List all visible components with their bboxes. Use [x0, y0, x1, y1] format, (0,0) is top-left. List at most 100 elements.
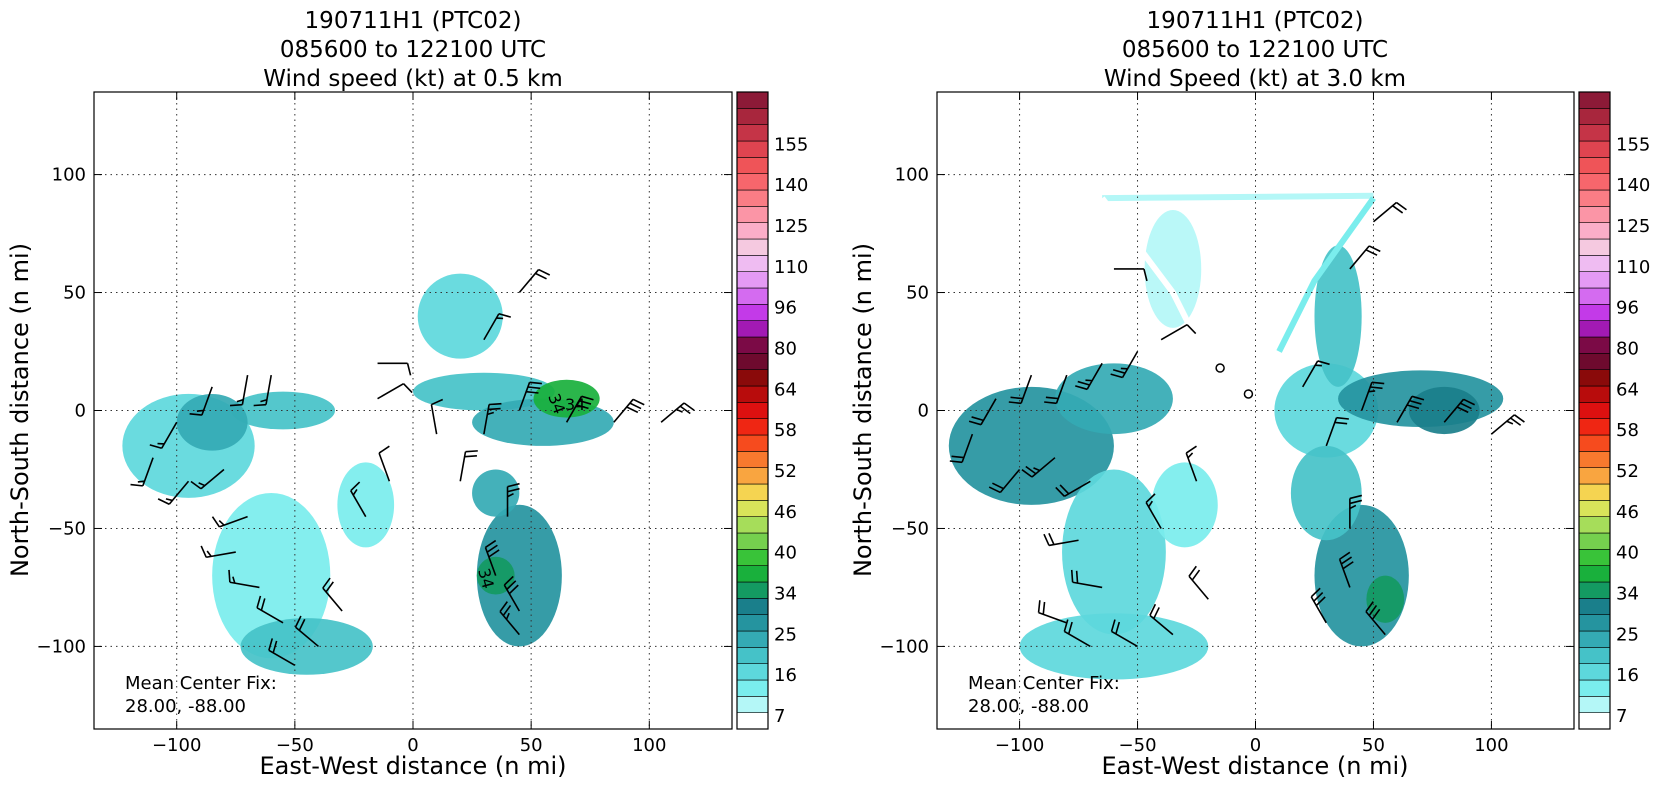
colorbar-segment: [1578, 91, 1611, 109]
panel-title-line3: Wind speed (kt) at 0.5 km: [263, 66, 563, 92]
colorbar-frame: [736, 91, 769, 730]
wind-barb: [189, 386, 213, 416]
calm-wind-marker: [1243, 389, 1254, 399]
wind-speed-region: [337, 462, 395, 548]
colorbar-segment: [736, 353, 769, 370]
colorbar-tick-label: 40: [1616, 543, 1639, 564]
y-tick-label: 100: [52, 165, 86, 186]
colorbar-segment: [1578, 189, 1611, 207]
colorbar-segment: [1578, 173, 1611, 191]
colorbar-segment: [736, 614, 769, 632]
colorbar-segment: [1578, 581, 1611, 599]
wind-barb: [1110, 351, 1139, 379]
colorbar-tick-label: 58: [1616, 420, 1639, 441]
colorbar-segment: [1578, 532, 1611, 550]
colorbar-tick-label: 40: [774, 543, 797, 564]
colorbar-segment: [736, 467, 769, 485]
y-tick-label: 50: [63, 283, 86, 304]
wind-field-heatmap: [948, 192, 1504, 680]
colorbar-segment: [1578, 287, 1611, 305]
colorbar-segment: [736, 598, 769, 615]
wind-barb: [518, 381, 542, 411]
wind-barb: [483, 402, 502, 435]
y-axis-label: North-South distance (n mi): [849, 243, 877, 577]
wind-barb: [1110, 619, 1138, 648]
y-tick-label: 100: [895, 165, 929, 186]
colorbar-segment: [1578, 630, 1611, 648]
wind-barb: [377, 383, 413, 400]
wind-barb: [1365, 601, 1386, 636]
wind-barb: [253, 374, 273, 407]
wind-barb: [1063, 619, 1091, 648]
colorbar-segment: [736, 304, 769, 321]
wind-barb: [503, 575, 521, 612]
wind-barb: [322, 577, 343, 612]
wind-barb: [211, 515, 248, 528]
colorbar-segment: [1578, 451, 1611, 468]
wind-speed-region: [1366, 575, 1405, 623]
colorbar-frame: [1578, 91, 1611, 730]
colorbar-segment: [736, 663, 769, 681]
colorbar-tick-label: 125: [1616, 216, 1650, 237]
colorbar-segment: [1578, 483, 1611, 501]
wind-barbs: [130, 268, 695, 666]
wind-barb: [968, 398, 997, 426]
colorbar-segment: [1578, 157, 1611, 174]
wind-barb: [294, 615, 319, 648]
x-tick-label: 0: [1250, 735, 1261, 756]
wind-speed-region: [240, 618, 373, 675]
colorbar-tick-label: 46: [774, 502, 797, 523]
wind-barb: [130, 457, 154, 487]
wind-barb: [518, 268, 551, 294]
y-tick-label: −50: [48, 518, 86, 539]
wind-barb: [229, 374, 249, 407]
colorbar-segment: [1578, 500, 1611, 517]
x-tick-label: −100: [152, 735, 201, 756]
colorbar-segment: [736, 173, 769, 191]
colorbar-segment: [736, 500, 769, 517]
wind-barb: [1490, 414, 1525, 435]
colorbar-tick-label: 96: [774, 298, 797, 319]
colorbar-segment: [736, 549, 769, 566]
colorbar-segment: [736, 581, 769, 599]
colorbar-tick-label: 64: [774, 379, 797, 400]
wind-barb: [1372, 201, 1407, 223]
wind-speed-region: [1290, 445, 1362, 541]
wind-barb: [1301, 360, 1330, 388]
wind-speed-region: [176, 393, 248, 451]
wind-barb: [1044, 374, 1068, 405]
wind-barb: [1338, 551, 1354, 588]
wind-barb: [256, 595, 284, 624]
colorbar-segment: [1578, 206, 1611, 223]
wind-barb: [1360, 381, 1385, 411]
x-tick-label: 100: [632, 735, 666, 756]
wind-speed-region: [1062, 469, 1166, 635]
colorbar-tick-label: 110: [774, 257, 808, 278]
wind-barb: [1149, 603, 1174, 636]
x-tick-label: −50: [1119, 735, 1157, 756]
wind-barb: [1043, 532, 1079, 547]
wind-speed-region: [1144, 209, 1202, 328]
calm-wind-marker: [1215, 363, 1225, 373]
colorbar-segment: [1578, 696, 1611, 713]
colorbar-tick-label: 7: [774, 706, 785, 727]
wind-barb: [660, 402, 695, 423]
colorbar-tick-label: 96: [1616, 298, 1639, 319]
colorbar-tick-label: 58: [774, 420, 797, 441]
colorbar-tick-label: 46: [1616, 502, 1639, 523]
center-fix-value: 28.00, -88.00: [125, 696, 246, 717]
panel-left: 190711H1 (PTC02) 085600 to 122100 UTC Wi…: [6, 8, 808, 780]
colorbar-tick-label: 52: [1616, 461, 1639, 482]
colorbar-segment: [736, 320, 769, 338]
colorbar-tick-label: 110: [1616, 257, 1650, 278]
wind-barb: [1145, 493, 1162, 529]
wind-barb: [1008, 374, 1033, 405]
x-tick-label: 0: [407, 735, 418, 756]
wind-barb: [268, 638, 296, 666]
wind-barb: [1185, 445, 1198, 482]
colorbar-segment: [1578, 516, 1611, 534]
colorbar-segment: [736, 189, 769, 207]
colorbar-tick-label: 34: [774, 584, 797, 605]
colorbar-segment: [1578, 712, 1611, 730]
